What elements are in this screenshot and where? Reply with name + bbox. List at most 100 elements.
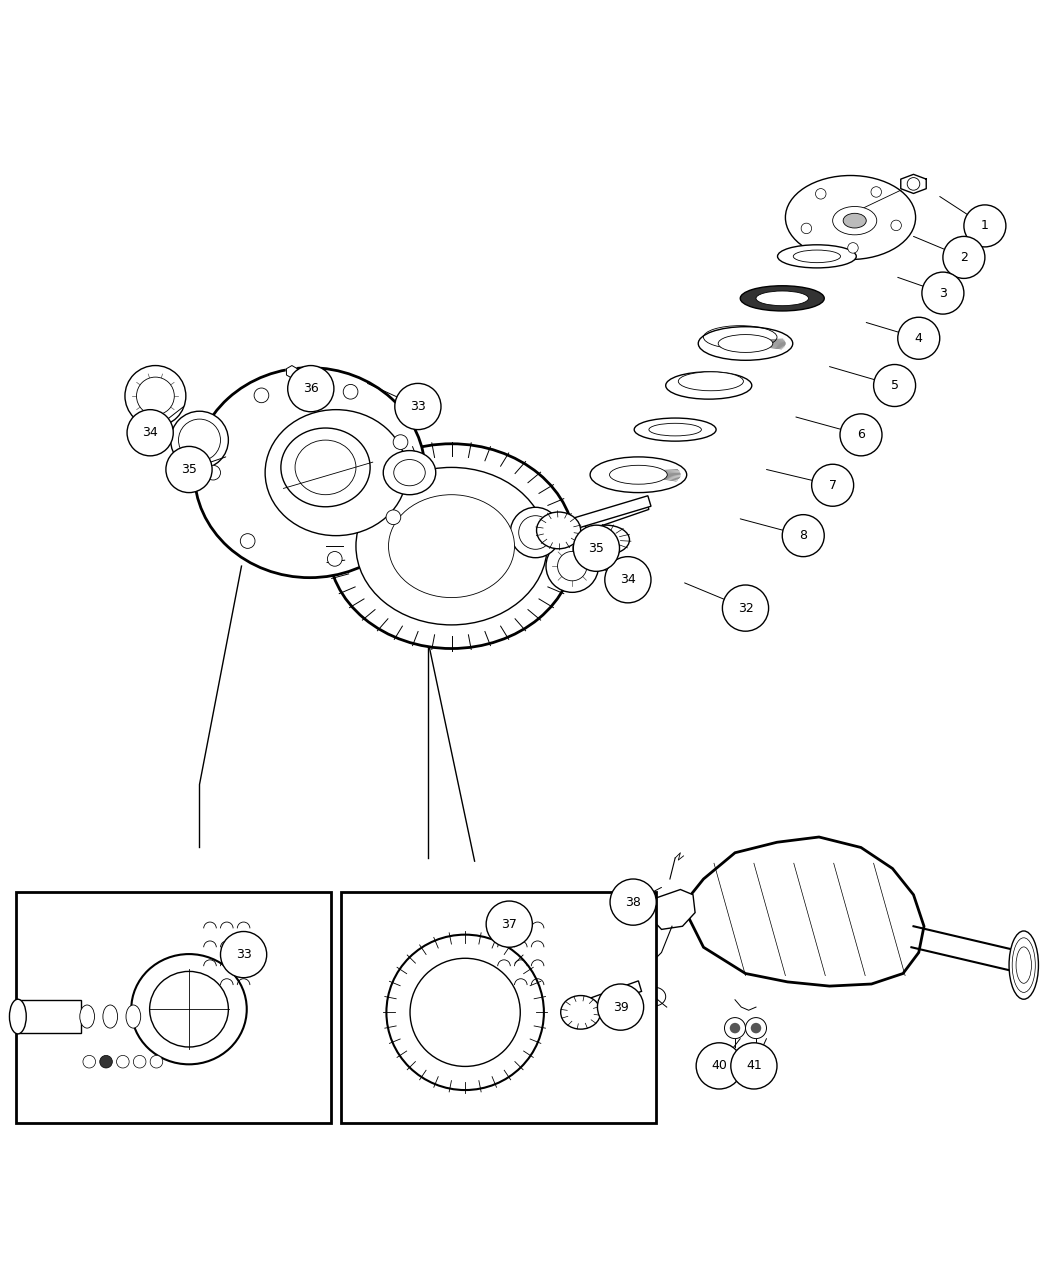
Circle shape [922,272,964,314]
Ellipse shape [265,409,407,536]
Circle shape [605,557,651,603]
Circle shape [890,221,901,231]
Circle shape [872,186,882,198]
Ellipse shape [718,334,773,352]
Circle shape [816,189,826,199]
Circle shape [722,585,769,631]
Ellipse shape [666,372,752,399]
Circle shape [220,932,267,978]
Ellipse shape [125,366,186,426]
Text: 6: 6 [857,428,865,441]
Polygon shape [682,836,924,986]
Ellipse shape [328,444,575,649]
Text: 8: 8 [799,529,807,542]
Ellipse shape [634,418,716,441]
Circle shape [133,1056,146,1068]
Circle shape [610,878,656,926]
Ellipse shape [356,468,547,625]
Ellipse shape [649,423,701,436]
Text: 36: 36 [303,382,319,395]
Circle shape [696,1043,742,1089]
Circle shape [847,242,858,254]
Text: 34: 34 [620,574,635,586]
Circle shape [840,414,882,456]
Circle shape [486,901,532,947]
Circle shape [731,1043,777,1089]
Circle shape [751,1023,761,1033]
Circle shape [288,366,334,412]
Text: 37: 37 [501,918,518,931]
Ellipse shape [756,291,808,306]
Ellipse shape [643,987,666,1006]
Text: 39: 39 [612,1001,628,1014]
Circle shape [240,534,255,548]
Ellipse shape [546,539,598,593]
Circle shape [573,525,620,571]
Polygon shape [287,366,297,379]
Text: 4: 4 [915,332,923,344]
Ellipse shape [843,213,866,228]
Ellipse shape [281,428,370,506]
Circle shape [206,465,220,479]
Ellipse shape [678,372,743,390]
Circle shape [343,384,358,399]
Polygon shape [568,980,642,1016]
Ellipse shape [126,1005,141,1028]
Polygon shape [646,890,695,929]
Circle shape [127,409,173,456]
Ellipse shape [170,412,229,469]
Ellipse shape [194,367,425,578]
Text: 3: 3 [939,287,947,300]
Circle shape [150,1056,163,1068]
Ellipse shape [383,450,436,495]
Circle shape [964,205,1006,247]
Circle shape [724,1017,746,1039]
Circle shape [782,515,824,557]
Circle shape [178,419,220,462]
Ellipse shape [561,996,601,1029]
Text: 40: 40 [711,1060,728,1072]
Ellipse shape [103,1005,118,1028]
Ellipse shape [394,459,425,486]
Text: 5: 5 [890,379,899,391]
Circle shape [328,552,342,566]
Ellipse shape [740,286,824,311]
Ellipse shape [510,507,561,557]
Ellipse shape [833,207,877,235]
Polygon shape [901,175,926,194]
Circle shape [519,515,552,550]
Text: 33: 33 [410,400,426,413]
Text: 2: 2 [960,251,968,264]
Circle shape [558,551,587,581]
Text: 35: 35 [588,542,605,555]
Ellipse shape [777,245,857,268]
Text: 32: 32 [737,602,754,615]
Ellipse shape [388,495,514,598]
Circle shape [83,1056,96,1068]
Circle shape [874,365,916,407]
Text: 38: 38 [625,895,642,909]
Bar [341,891,656,1122]
Ellipse shape [582,525,629,555]
Ellipse shape [410,959,521,1066]
Ellipse shape [131,954,247,1065]
Circle shape [395,384,441,430]
Ellipse shape [609,465,668,484]
Circle shape [801,223,812,233]
Ellipse shape [9,1000,26,1034]
Ellipse shape [386,935,544,1090]
Circle shape [898,317,940,360]
Circle shape [730,1023,740,1033]
Text: 1: 1 [981,219,989,232]
Text: 41: 41 [746,1060,761,1072]
Ellipse shape [537,513,581,548]
Ellipse shape [149,972,229,1047]
Circle shape [812,464,854,506]
Ellipse shape [1009,931,1038,1000]
Circle shape [943,236,985,278]
Bar [18,1000,81,1033]
Circle shape [117,1056,129,1068]
Text: 34: 34 [142,426,157,440]
Circle shape [166,446,212,492]
Ellipse shape [80,1005,94,1028]
